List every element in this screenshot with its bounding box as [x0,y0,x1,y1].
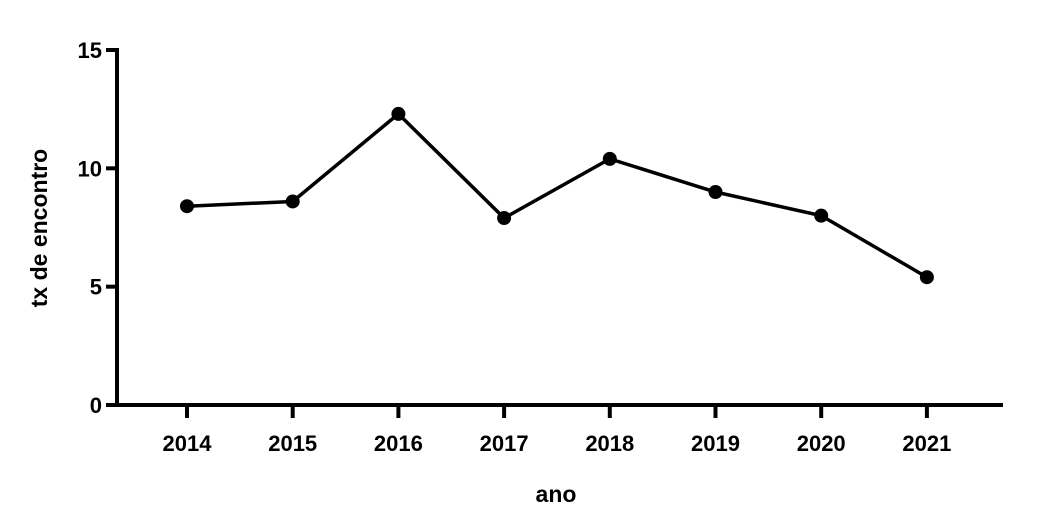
x-tick-label: 2016 [374,431,423,456]
data-point [497,211,512,226]
x-ticks: 2014 2015 2016 2017 2018 2019 2020 2021 [163,405,951,456]
x-axis-title: ano [536,481,577,507]
x-tick-label: 2014 [163,431,213,456]
x-tick-label: 2020 [797,431,846,456]
y-ticks: 0 5 10 15 [78,38,117,418]
y-tick-label: 10 [78,156,102,181]
data-point [708,185,723,199]
data-point [919,270,934,285]
data-point [285,194,300,209]
x-tick-label: 2018 [585,431,634,456]
data-point [602,151,617,166]
x-tick-label: 2017 [480,431,529,456]
data-point [180,199,194,214]
x-tick-label: 2021 [902,431,951,456]
y-axis-title: tx de encontro [26,149,52,307]
axes [115,48,1003,407]
y-tick-label: 5 [90,275,102,300]
x-tick-label: 2019 [691,431,740,456]
y-tick-label: 15 [78,38,102,63]
y-tick-label: 0 [90,393,102,418]
series-line [186,111,928,279]
data-point [814,208,829,223]
series-group [180,106,934,285]
data-point [391,106,406,121]
x-tick-label: 2015 [268,431,317,456]
